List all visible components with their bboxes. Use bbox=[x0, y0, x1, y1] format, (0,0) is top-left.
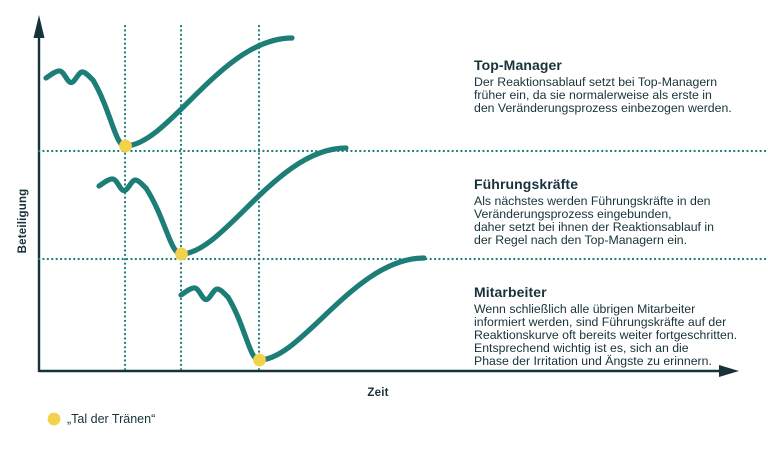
svg-text:Zeit: Zeit bbox=[367, 387, 388, 399]
svg-text:„Tal der Tränen“: „Tal der Tränen“ bbox=[67, 412, 155, 426]
svg-text:Beteiligung: Beteiligung bbox=[17, 189, 29, 254]
